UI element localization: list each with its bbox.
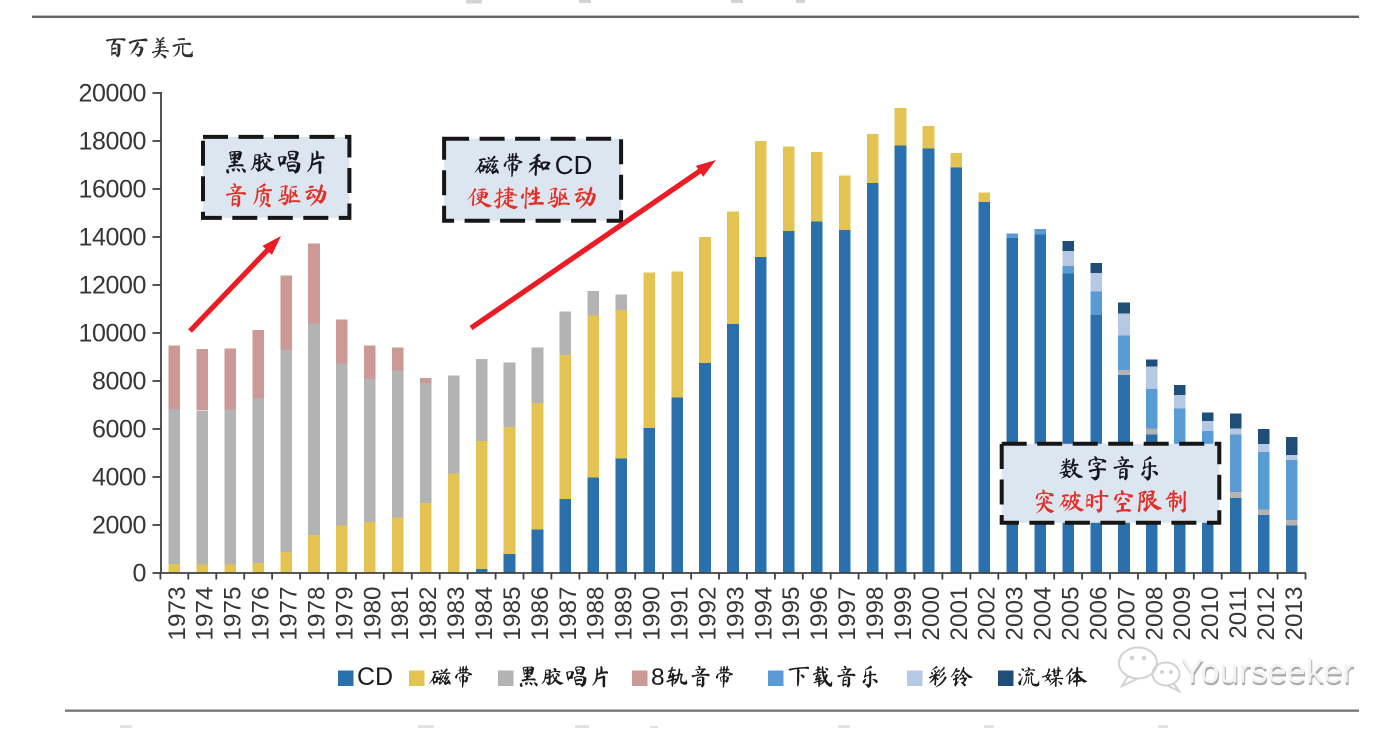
svg-text:1993: 1993 xyxy=(722,587,749,641)
svg-text:1995: 1995 xyxy=(778,587,805,641)
svg-text:2009: 2009 xyxy=(1169,587,1196,641)
svg-text:1975: 1975 xyxy=(220,587,247,641)
svg-text:2004: 2004 xyxy=(1030,587,1057,641)
svg-text:8: 8 xyxy=(651,664,665,691)
svg-text:CD: CD xyxy=(357,663,393,691)
svg-text:2000: 2000 xyxy=(92,512,146,540)
svg-text:1996: 1996 xyxy=(806,587,833,641)
svg-text:1984: 1984 xyxy=(471,587,498,641)
svg-text:CD: CD xyxy=(555,150,593,180)
svg-text:1997: 1997 xyxy=(834,587,861,641)
svg-text:1981: 1981 xyxy=(387,587,414,641)
svg-text:2002: 2002 xyxy=(974,586,1001,640)
svg-text:1990: 1990 xyxy=(639,587,666,641)
svg-text:1992: 1992 xyxy=(694,587,721,641)
svg-text:20000: 20000 xyxy=(78,80,146,108)
svg-text:1977: 1977 xyxy=(276,587,303,641)
svg-text:14000: 14000 xyxy=(78,224,146,252)
svg-text:10000: 10000 xyxy=(78,320,146,348)
svg-text:2003: 2003 xyxy=(1002,586,1029,640)
svg-text:16000: 16000 xyxy=(78,176,146,204)
svg-text:0: 0 xyxy=(132,560,146,588)
svg-text:1980: 1980 xyxy=(359,587,386,641)
svg-text:8000: 8000 xyxy=(92,368,146,396)
svg-text:6000: 6000 xyxy=(92,416,146,444)
svg-text:2005: 2005 xyxy=(1058,587,1085,641)
svg-text:12000: 12000 xyxy=(78,272,146,300)
svg-text:1973: 1973 xyxy=(164,587,191,641)
svg-text:2008: 2008 xyxy=(1141,587,1168,641)
svg-text:2006: 2006 xyxy=(1086,587,1113,641)
svg-text:1979: 1979 xyxy=(331,587,358,641)
svg-text:2000: 2000 xyxy=(918,587,945,641)
svg-text:1983: 1983 xyxy=(443,587,470,641)
svg-text:Yourseeker: Yourseeker xyxy=(1182,655,1355,693)
svg-text:1988: 1988 xyxy=(583,587,610,641)
svg-text:1976: 1976 xyxy=(248,587,275,641)
svg-text:1978: 1978 xyxy=(303,587,330,641)
svg-text:1998: 1998 xyxy=(862,587,889,641)
svg-text:1982: 1982 xyxy=(415,587,442,641)
svg-text:1989: 1989 xyxy=(611,587,638,641)
svg-text:1987: 1987 xyxy=(555,587,582,641)
svg-text:2012: 2012 xyxy=(1253,587,1280,641)
svg-text:2007: 2007 xyxy=(1113,587,1140,641)
svg-text:1994: 1994 xyxy=(750,587,777,641)
svg-text:1999: 1999 xyxy=(890,587,917,641)
svg-text:2001: 2001 xyxy=(946,587,973,641)
svg-text:2013: 2013 xyxy=(1281,587,1308,641)
svg-text:1985: 1985 xyxy=(499,587,526,641)
svg-text:1986: 1986 xyxy=(527,587,554,641)
svg-text:18000: 18000 xyxy=(78,128,146,156)
svg-text:1974: 1974 xyxy=(192,587,219,641)
svg-text:4000: 4000 xyxy=(92,464,146,492)
svg-text:2011: 2011 xyxy=(1225,587,1252,639)
svg-text:1991: 1991 xyxy=(667,587,694,641)
svg-text:Yourseeker: Yourseeker xyxy=(1181,653,1354,691)
svg-text:2010: 2010 xyxy=(1197,587,1224,641)
